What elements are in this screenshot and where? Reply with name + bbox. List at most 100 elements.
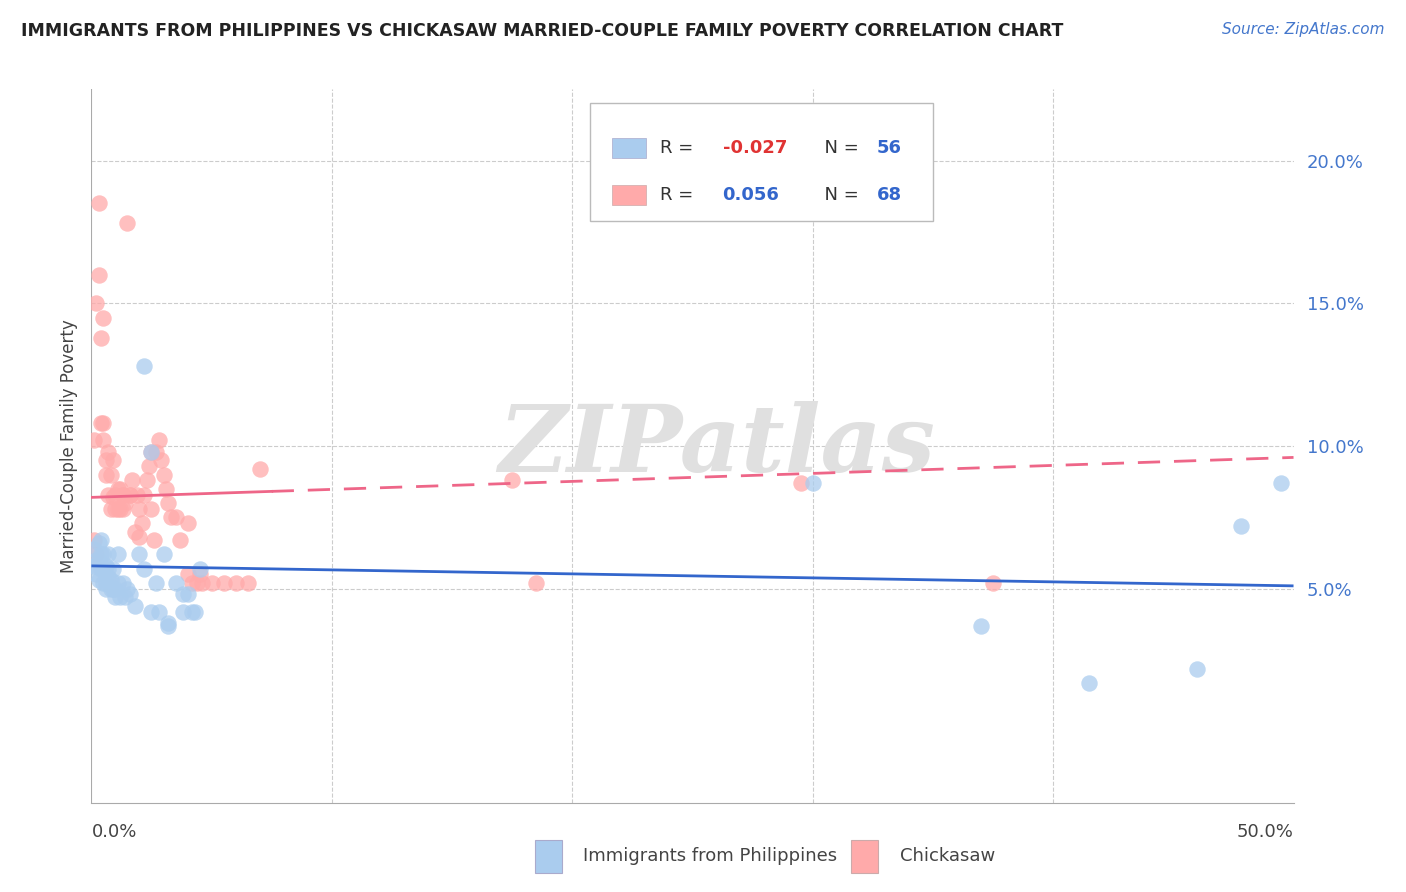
Point [84, 548, 107, 562]
Point [225, 576, 247, 591]
Point [111, 487, 134, 501]
Point [83, 558, 105, 573]
Point [93, 576, 115, 591]
Point [181, 605, 204, 619]
Point [100, 501, 122, 516]
Point [94, 453, 117, 467]
Point [159, 510, 181, 524]
Point [176, 516, 198, 530]
Point [118, 487, 141, 501]
Point [93, 416, 115, 430]
Point [124, 599, 146, 613]
Point [135, 473, 157, 487]
Point [134, 562, 156, 576]
Point [249, 462, 271, 476]
Point [155, 482, 177, 496]
Text: 68: 68 [876, 186, 901, 204]
Point [104, 501, 127, 516]
Point [93, 548, 115, 562]
Point [114, 496, 136, 510]
Point [165, 576, 187, 591]
Point [101, 453, 124, 467]
Text: Chickasaw: Chickasaw [900, 847, 995, 865]
Point [188, 567, 211, 582]
Point [84, 296, 107, 310]
Point [107, 576, 129, 591]
Point [100, 467, 122, 482]
Text: R =: R = [659, 139, 699, 157]
Point [501, 473, 523, 487]
Point [142, 533, 165, 548]
Text: IMMIGRANTS FROM PHILIPPINES VS CHICKASAW MARRIED-COUPLE FAMILY POVERTY CORRELATI: IMMIGRANTS FROM PHILIPPINES VS CHICKASAW… [21, 22, 1063, 40]
Point [188, 562, 211, 576]
Point [107, 501, 129, 516]
Point [141, 444, 163, 458]
Point [111, 576, 134, 591]
Point [141, 444, 163, 458]
Point [90, 548, 112, 562]
Point [118, 587, 141, 601]
Point [184, 605, 207, 619]
Point [118, 487, 141, 501]
Point [1229, 519, 1251, 533]
Y-axis label: Married-Couple Family Poverty: Married-Couple Family Poverty [59, 319, 77, 573]
Point [87, 196, 110, 211]
Point [100, 582, 122, 596]
Point [117, 216, 139, 230]
Point [107, 482, 129, 496]
Point [87, 553, 110, 567]
Point [150, 453, 173, 467]
Point [87, 268, 110, 282]
Point [1270, 476, 1292, 491]
Point [101, 562, 124, 576]
Point [212, 576, 235, 591]
Point [186, 576, 208, 591]
Point [128, 501, 150, 516]
Point [176, 567, 198, 582]
Point [172, 605, 194, 619]
Point [124, 524, 146, 539]
Point [93, 434, 115, 448]
Point [981, 576, 1004, 591]
Text: ZIPatlas: ZIPatlas [498, 401, 935, 491]
Text: Immigrants from Philippines: Immigrants from Philippines [583, 847, 838, 865]
Point [145, 444, 167, 458]
Point [121, 473, 143, 487]
Point [107, 548, 129, 562]
Point [148, 434, 170, 448]
Point [152, 548, 174, 562]
Point [94, 467, 117, 482]
Point [90, 533, 112, 548]
Point [524, 576, 547, 591]
Point [172, 587, 194, 601]
Point [90, 416, 112, 430]
Point [104, 591, 127, 605]
Point [169, 533, 191, 548]
Point [94, 558, 117, 573]
Point [83, 541, 105, 556]
Point [125, 487, 148, 501]
Point [97, 570, 120, 584]
Point [157, 615, 180, 630]
FancyBboxPatch shape [612, 138, 645, 158]
Point [97, 444, 120, 458]
Point [104, 487, 127, 501]
Point [93, 310, 115, 325]
Text: N =: N = [813, 186, 865, 204]
Point [138, 458, 160, 473]
Point [181, 576, 204, 591]
Text: 50.0%: 50.0% [1237, 822, 1294, 841]
Point [110, 591, 132, 605]
Point [1187, 662, 1209, 676]
Point [97, 487, 120, 501]
Point [1078, 676, 1101, 690]
Point [101, 491, 124, 505]
Point [114, 591, 136, 605]
Point [165, 510, 187, 524]
Point [789, 476, 811, 491]
Point [134, 359, 156, 373]
Point [110, 482, 132, 496]
Point [201, 576, 224, 591]
Point [111, 487, 134, 501]
Point [134, 487, 156, 501]
